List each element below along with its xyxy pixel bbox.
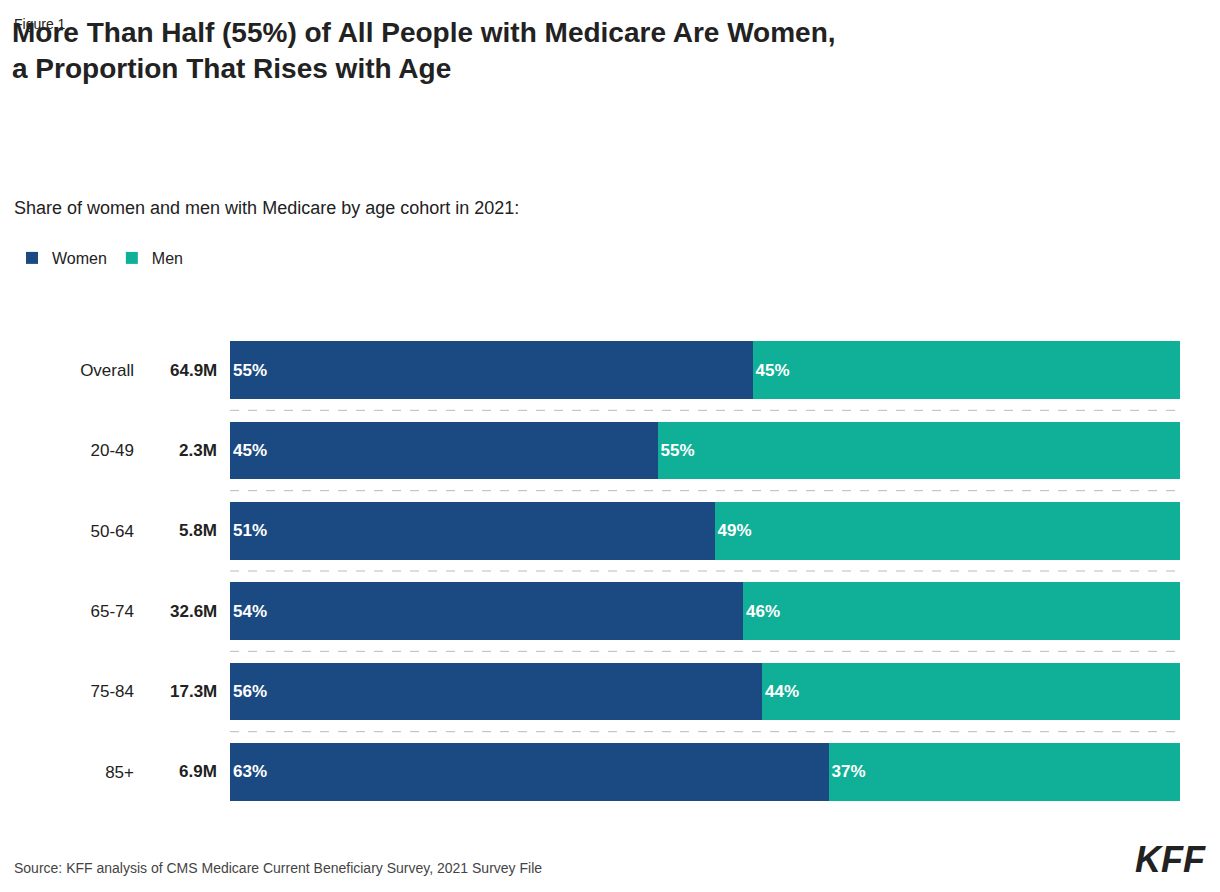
svg-text:45%: 45%	[756, 361, 790, 380]
svg-text:45%: 45%	[233, 441, 267, 460]
svg-text:37%: 37%	[832, 762, 866, 781]
svg-text:54%: 54%	[233, 602, 267, 621]
svg-text:Women: Women	[52, 250, 107, 267]
svg-text:63%: 63%	[233, 762, 267, 781]
svg-text:75-84: 75-84	[91, 682, 134, 701]
svg-text:44%: 44%	[765, 682, 799, 701]
svg-text:5.8M: 5.8M	[179, 521, 217, 540]
svg-text:55%: 55%	[661, 441, 695, 460]
svg-text:Men: Men	[152, 250, 183, 267]
svg-text:85+: 85+	[105, 763, 134, 782]
svg-text:17.3M: 17.3M	[170, 682, 217, 701]
svg-text:20-49: 20-49	[91, 441, 134, 460]
svg-text:56%: 56%	[233, 682, 267, 701]
svg-text:Figure 1: Figure 1	[14, 16, 66, 32]
svg-text:64.9M: 64.9M	[170, 361, 217, 380]
svg-text:Source: KFF analysis of CMS Me: Source: KFF analysis of CMS Medicare Cur…	[14, 860, 542, 876]
svg-text:49%: 49%	[718, 521, 752, 540]
svg-text:51%: 51%	[233, 521, 267, 540]
svg-text:6.9M: 6.9M	[179, 762, 217, 781]
svg-text:46%: 46%	[746, 602, 780, 621]
svg-text:55%: 55%	[233, 361, 267, 380]
svg-text:Share of women and men with Me: Share of women and men with Medicare by …	[14, 198, 519, 218]
svg-text:KFF: KFF	[1135, 839, 1206, 880]
svg-text:32.6M: 32.6M	[170, 602, 217, 621]
svg-text:More Than Half (55%) of All Pe: More Than Half (55%) of All People with …	[12, 17, 836, 84]
svg-text:2.3M: 2.3M	[179, 441, 217, 460]
svg-text:65-74: 65-74	[91, 602, 134, 621]
svg-text:50-64: 50-64	[91, 522, 134, 541]
svg-text:Overall: Overall	[80, 361, 134, 380]
